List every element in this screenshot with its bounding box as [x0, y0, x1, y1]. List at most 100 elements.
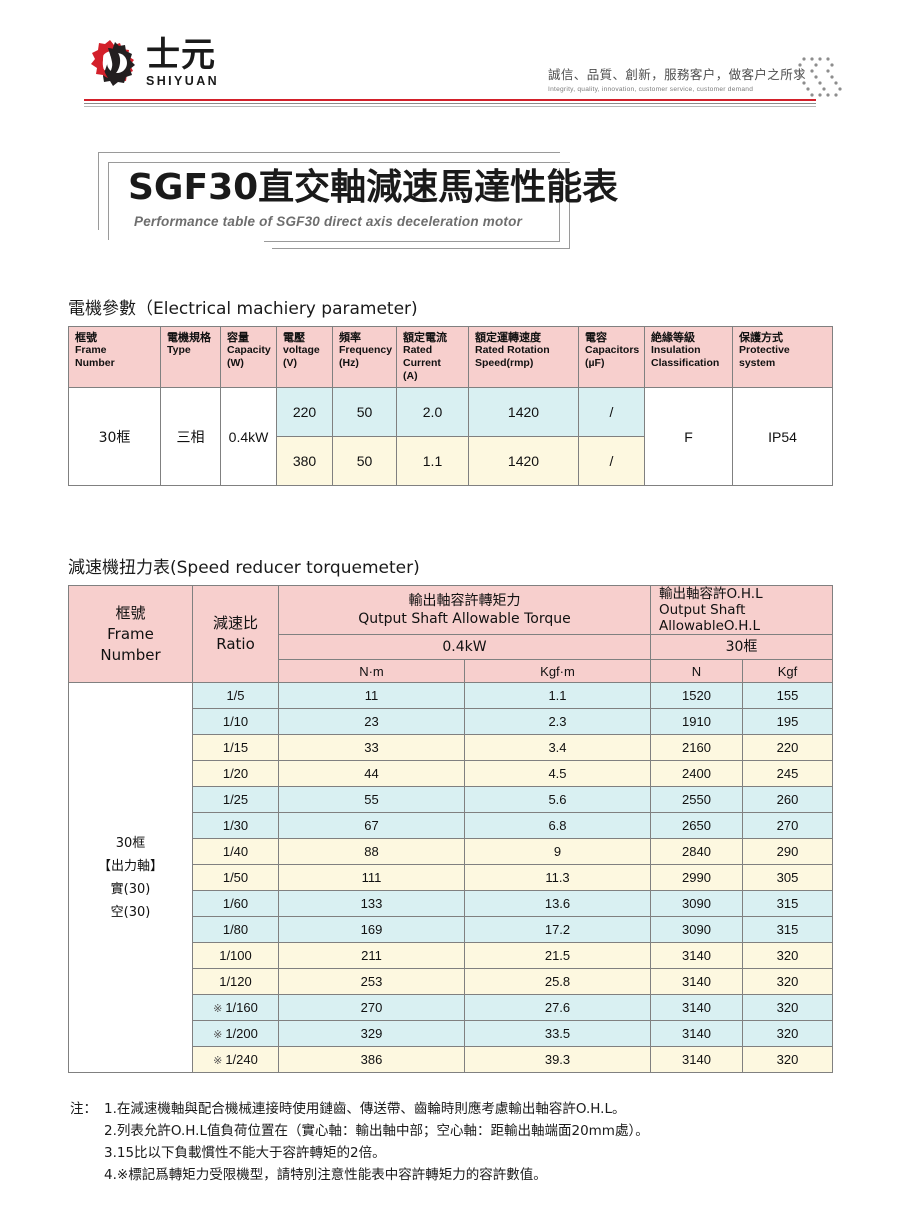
cell-ohl-kgf: 320	[741, 968, 834, 995]
header-cn: 電壓	[283, 331, 305, 344]
col-capacity: 容量 Capacity (W)	[220, 326, 277, 388]
title-frame-line	[264, 241, 560, 242]
group-en: Output Shaft	[659, 602, 746, 618]
cell-torque-nm: 55	[278, 786, 465, 813]
cell-type: 三相	[160, 387, 221, 486]
cell-torque-kgfm: 3.4	[464, 734, 651, 761]
header-cn: 框號	[115, 603, 146, 622]
cell-ohl-n: 1520	[650, 682, 743, 709]
col-rated-rotation-speed: 額定運轉速度 Rated Rotation Speed(rmp)	[468, 326, 579, 388]
cell-torque-nm: 253	[278, 968, 465, 995]
header-en2: Speed(rmp)	[475, 357, 534, 369]
cell-ohl-kgf: 195	[741, 708, 834, 735]
cell-ohl-n: 3140	[650, 994, 743, 1021]
torque-section-caption: 減速機扭力表(Speed reducer torquemeter)	[68, 558, 420, 578]
page-header: 士元 SHIYUAN 誠信、品質、創新，服務客户，做客户之所求 Integrit…	[0, 0, 900, 112]
cell-ohl-kgf: 245	[741, 760, 834, 787]
cell-ratio: ※ 1/200	[192, 1020, 279, 1047]
header-unit: (µF)	[585, 357, 605, 369]
table-header-row: 框號 Frame Number 電機規格 Type 容量 Capacity (W…	[68, 326, 833, 388]
header-en2: system	[739, 357, 776, 369]
header-cn: 頻率	[339, 331, 361, 344]
cell-ratio: 1/100	[192, 942, 279, 969]
cell-rated-speed: 1420	[468, 436, 579, 486]
cell-torque-nm: 169	[278, 916, 465, 943]
header-en: Capacity	[227, 344, 271, 356]
cell-ohl-n: 3140	[650, 1020, 743, 1047]
speed-reducer-torque-table: 框號 Frame Number 減速比 Ratio 輸出軸容許轉矩力 Qutpu…	[68, 585, 834, 1073]
col-insulation-classification: 絶緣等級 Insulation Classification	[644, 326, 733, 388]
cell-torque-kgfm: 5.6	[464, 786, 651, 813]
cell-torque-nm: 23	[278, 708, 465, 735]
col-frame-number: 框號 Frame Number	[68, 326, 161, 388]
cell-torque-kgfm: 9	[464, 838, 651, 865]
col-protective-system: 保護方式 Protective system	[732, 326, 833, 388]
cell-ohl-n: 3140	[650, 968, 743, 995]
footnote-item: 2.列表允許O.H.L值負荷位置在（實心軸：輸出軸中部；空心軸：距輸出軸端面20…	[70, 1120, 870, 1142]
cell-ratio: ※ 1/160	[192, 994, 279, 1021]
footnote-text: 3.15比以下負載慣性不能大于容許轉矩的2倍。	[104, 1145, 386, 1161]
header-cn: 絶緣等級	[651, 331, 695, 344]
cell-torque-nm: 386	[278, 1046, 465, 1073]
star-mark-icon: ※	[213, 1029, 223, 1041]
cell-voltage: 380	[276, 436, 333, 486]
footnote-label: 注：	[70, 1101, 97, 1117]
cell-frame-number: 30框	[68, 387, 161, 486]
electrical-section-caption: 電機參數（Electrical machiery parameter)	[68, 299, 418, 319]
frame-description-line: 30框	[115, 835, 146, 851]
header-en2: Current	[403, 357, 441, 369]
header-cn: 電機規格	[167, 331, 211, 344]
cell-torque-kgfm: 2.3	[464, 708, 651, 735]
header-cn: 額定運轉速度	[475, 331, 541, 344]
cell-ratio: ※ 1/240	[192, 1046, 279, 1073]
title-frame-line	[272, 248, 570, 249]
title-frame-line	[98, 152, 99, 230]
cell-torque-kgfm: 21.5	[464, 942, 651, 969]
col-type: 電機規格 Type	[160, 326, 221, 388]
cell-torque-kgfm: 27.6	[464, 994, 651, 1021]
cell-ratio: 1/5	[192, 682, 279, 709]
table-header-row: N·m Kgf·m N Kgf	[69, 659, 834, 683]
unit-nm: N·m	[278, 659, 465, 683]
title-frame-line	[108, 162, 570, 163]
table-row: ※ 1/240 386 39.3 3140 320	[69, 1046, 834, 1073]
cell-ratio: 1/30	[192, 812, 279, 839]
chevron-dots-decoration-icon	[790, 55, 850, 101]
cell-ohl-n: 3140	[650, 1046, 743, 1073]
cell-ohl-kgf: 290	[741, 838, 834, 865]
unit-n: N	[650, 659, 743, 683]
group-en2: AllowableO.H.L	[659, 618, 761, 634]
cell-torque-nm: 88	[278, 838, 465, 865]
frame-description-line: 【出力軸】	[97, 858, 163, 874]
cell-torque-kgfm: 13.6	[464, 890, 651, 917]
cell-torque-nm: 270	[278, 994, 465, 1021]
group-cn: 輸出軸容許轉矩力	[408, 593, 521, 609]
cell-ratio: 1/80	[192, 916, 279, 943]
table-row: 1/20 44 4.5 2400 245	[69, 760, 834, 787]
cell-torque-nm: 111	[278, 864, 465, 891]
col-frequency: 頻率 Frequency (Hz)	[332, 326, 397, 388]
col-ratio: 減速比 Ratio	[192, 585, 279, 683]
header-en: Protective	[739, 344, 790, 356]
header-rule-red	[84, 99, 816, 101]
logo-wordmark: 士元 SHIYUAN	[146, 38, 219, 88]
cell-ohl-kgf: 315	[741, 916, 834, 943]
footnotes: 注： 1.在減速機軸與配合機械連接時使用鏈齒、傳送帶、齒輪時則應考慮輸出軸容許O…	[70, 1098, 870, 1186]
cell-torque-kgfm: 25.8	[464, 968, 651, 995]
cell-frequency: 50	[332, 387, 397, 437]
cell-rated-current: 1.1	[396, 436, 469, 486]
header-en: Type	[167, 344, 191, 356]
table-row: 1/25 55 5.6 2550 260	[69, 786, 834, 813]
cell-frequency: 50	[332, 436, 397, 486]
header-en2: Classification	[651, 357, 720, 369]
cell-ohl-kgf: 220	[741, 734, 834, 761]
header-en2: Number	[100, 645, 161, 664]
cell-capacitor: /	[578, 436, 645, 486]
group-en: Qutput Shaft Allowable Torque	[358, 611, 571, 627]
cell-ohl-kgf: 305	[741, 864, 834, 891]
gear-logo-icon	[84, 36, 140, 88]
cell-ohl-n: 2650	[650, 812, 743, 839]
cell-rated-speed: 1420	[468, 387, 579, 437]
col-capacitors: 電容 Capacitors (µF)	[578, 326, 645, 388]
header-cn: 保護方式	[739, 331, 783, 344]
